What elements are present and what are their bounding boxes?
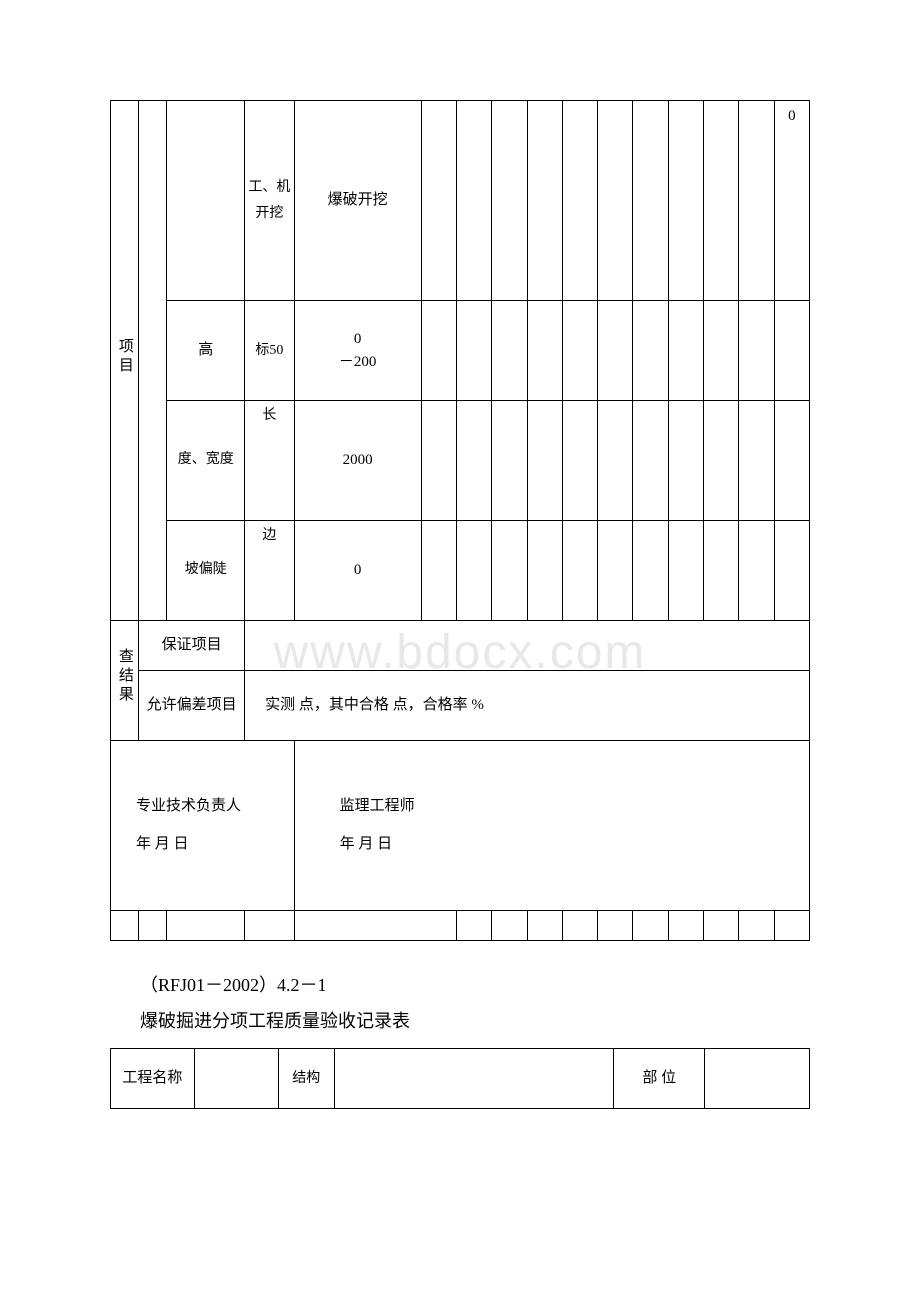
main-table: 项目 工、机 开挖 爆破开挖 0 高 标50 0 －200 — [110, 100, 810, 941]
cell-bian: 边 — [245, 521, 294, 621]
cell-gcmc: 工程名称 — [111, 1049, 195, 1109]
blank-cell — [774, 401, 809, 521]
cell-popiandou: 坡偏陡 — [167, 521, 245, 621]
blank-cell — [456, 911, 491, 941]
sig-supervisor: 监理工程师 年 月 日 — [294, 741, 809, 911]
blank-cell — [421, 911, 456, 941]
blank-cell — [456, 101, 491, 301]
blank-cell — [598, 911, 633, 941]
blank-cell — [456, 301, 491, 401]
col-header-chajieguo: 查结果 — [111, 621, 139, 741]
blank-cell — [527, 101, 562, 301]
blank-cell — [562, 911, 597, 941]
blank-cell — [633, 401, 668, 521]
blank-cell — [704, 301, 739, 401]
blank-cell — [633, 101, 668, 301]
blank-cell — [139, 911, 167, 941]
cell-zero: 0 — [774, 101, 809, 301]
blank-cell — [527, 521, 562, 621]
blank-cell — [334, 1049, 614, 1109]
blank-cell — [527, 911, 562, 941]
subtitle: 爆破掘进分项工程质量验收记录表 — [140, 1007, 810, 1033]
blank-cell — [774, 911, 809, 941]
blank-cell — [598, 521, 633, 621]
blank-cell — [562, 301, 597, 401]
bottom-table: 工程名称 结构 部 位 — [110, 1048, 810, 1109]
cell-gao: 高 — [167, 301, 245, 401]
blank-cell — [167, 911, 245, 941]
blank-cell — [704, 101, 739, 301]
blank-cell — [456, 521, 491, 621]
blank-cell — [774, 521, 809, 621]
blank-cell — [194, 1049, 278, 1109]
blank-cell — [633, 911, 668, 941]
col-header-xiangmu: 项目 — [111, 101, 139, 621]
blank-cell — [527, 301, 562, 401]
blank-cell — [739, 101, 774, 301]
blank-cell — [421, 401, 456, 521]
blank-cell — [668, 911, 703, 941]
blank-cell — [492, 401, 527, 521]
blank-cell — [668, 521, 703, 621]
sig-tech-lead: 专业技术负责人 年 月 日 — [111, 741, 295, 911]
cell-shicedian: 实测 点，其中合格 点，合格率 % — [245, 671, 810, 741]
blank-cell — [598, 401, 633, 521]
cell-0-neg200: 0 －200 — [294, 301, 421, 401]
blank-cell — [111, 911, 139, 941]
blank-cell — [739, 521, 774, 621]
cell-0: 0 — [294, 521, 421, 621]
blank-cell — [562, 101, 597, 301]
blank-cell — [704, 911, 739, 941]
blank-cell — [668, 101, 703, 301]
blank-cell — [705, 1049, 810, 1109]
cell-buwei: 部 位 — [614, 1049, 705, 1109]
cell-baozheng: 保证项目 — [139, 621, 245, 671]
blank-cell — [492, 101, 527, 301]
empty-cell — [167, 101, 245, 301]
blank-cell — [492, 911, 527, 941]
blank-cell — [492, 301, 527, 401]
blank-cell — [562, 401, 597, 521]
blank-cell — [739, 401, 774, 521]
blank-cell — [668, 401, 703, 521]
blank-cell — [421, 521, 456, 621]
cell-gongjikaiwa: 工、机 开挖 — [245, 101, 294, 301]
cell-2000: 2000 — [294, 401, 421, 521]
blank-cell — [456, 401, 491, 521]
cell-biao50: 标50 — [245, 301, 294, 401]
blank-cell — [704, 521, 739, 621]
blank-cell — [633, 301, 668, 401]
blank-cell — [598, 101, 633, 301]
blank-cell — [668, 301, 703, 401]
cell-dukuandu: 度、宽度 — [167, 401, 245, 521]
blank-cell — [633, 521, 668, 621]
blank-cell — [421, 301, 456, 401]
blank-cell — [421, 101, 456, 301]
blank-cell — [245, 911, 294, 941]
blank-cell — [739, 301, 774, 401]
blank-cell — [774, 301, 809, 401]
blank-cell — [294, 911, 421, 941]
cell-chang: 长 — [245, 401, 294, 521]
blank-cell — [704, 401, 739, 521]
blank-cell — [527, 401, 562, 521]
blank-cell — [492, 521, 527, 621]
blank-cell — [245, 621, 810, 671]
blank-cell — [562, 521, 597, 621]
blank-cell — [598, 301, 633, 401]
cell-yunxupc: 允许偏差项目 — [139, 671, 245, 741]
cell-jiegou: 结构 — [278, 1049, 334, 1109]
blank-cell — [739, 911, 774, 941]
empty-cell — [139, 101, 167, 621]
cell-baopokai: 爆破开挖 — [294, 101, 421, 301]
caption-code: （RFJ01－2002）4.2－1 — [140, 971, 810, 997]
